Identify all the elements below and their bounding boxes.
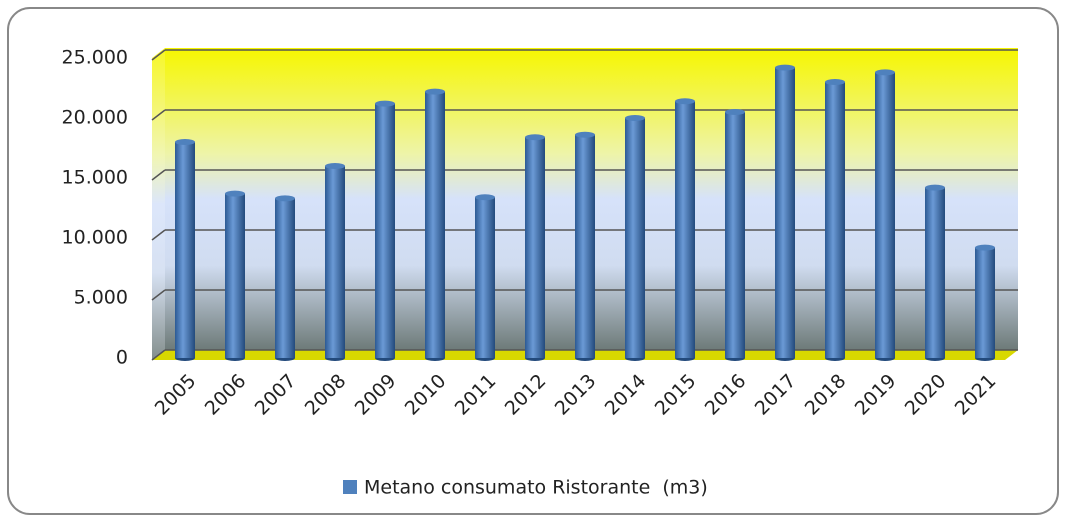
bar [825,82,845,358]
bar [775,67,795,358]
bar-cap [375,100,395,107]
bar [725,112,745,358]
grid-line [151,109,166,121]
bar [375,103,395,358]
grid-line [151,229,166,241]
bar-cap [175,139,195,145]
y-tick-label: 20.000 [62,107,128,129]
bar-cap [875,69,895,76]
grid-line [151,49,166,61]
bar [575,134,595,358]
bar [225,193,245,358]
bar-cap [275,195,295,202]
y-tick-label: 15.000 [62,167,128,189]
bar [675,101,695,358]
bar-cap [475,194,495,201]
bar [525,137,545,358]
grid-line [151,169,166,181]
bar [975,247,995,358]
bar [925,187,945,358]
y-tick-label: 10.000 [62,227,128,249]
bar-cap [625,115,645,121]
y-tick-label: 5.000 [74,287,128,309]
bar [625,118,645,358]
y-tick-label: 25.000 [62,47,128,69]
y-tick-label: 0 [116,347,128,369]
bar [875,72,895,359]
bar-cap [225,190,245,197]
legend-label: Metano consumato Ristorante (m3) [364,477,708,499]
bar-cap [325,163,345,169]
grid-line [151,349,166,361]
bar-cap [675,98,695,105]
grid-line [151,289,166,301]
bar-cap [775,64,795,71]
bar [325,166,345,358]
bar-cap [425,88,445,95]
bar [175,142,195,358]
bar [275,198,295,358]
bar-cap [525,134,545,141]
bar-cap [575,131,595,138]
bar-cap [925,184,945,191]
bar [425,91,445,358]
bar-cap [975,244,995,251]
legend-swatch [343,480,357,494]
bar-cap [725,109,745,115]
side-wall [152,48,165,360]
bar-cap [825,79,845,85]
bar [475,197,495,358]
